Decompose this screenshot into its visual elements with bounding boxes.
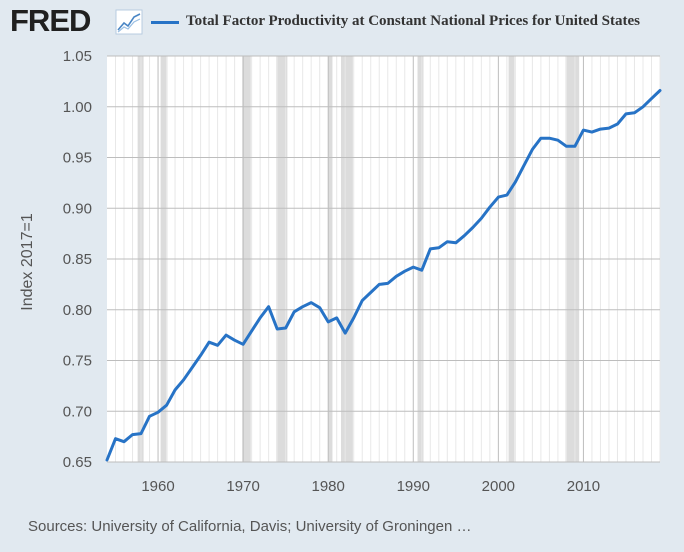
x-tick-label: 1980 bbox=[312, 478, 345, 495]
legend-swatch bbox=[151, 21, 179, 24]
x-tick-label: 1970 bbox=[226, 478, 259, 495]
y-tick-label: 0.80 bbox=[63, 302, 92, 319]
x-tick-label: 2010 bbox=[567, 478, 600, 495]
y-tick-label: 0.75 bbox=[63, 353, 92, 370]
x-axis-ticks: 1960 1970 1980 1990 2000 2010 bbox=[141, 478, 600, 495]
y-tick-label: 0.65 bbox=[63, 454, 92, 471]
y-tick-label: 1.05 bbox=[63, 48, 92, 65]
y-tick-label: 0.95 bbox=[63, 150, 92, 167]
y-tick-label: 0.90 bbox=[63, 200, 92, 217]
y-tick-label: 0.85 bbox=[63, 251, 92, 268]
chart-header: FRED Total Factor Productivity at Consta… bbox=[0, 0, 684, 44]
horizontal-gridlines bbox=[107, 55, 660, 463]
source-text: Sources: University of California, Davis… bbox=[28, 518, 472, 535]
y-axis-label: Index 2017=1 bbox=[19, 213, 36, 311]
y-axis-ticks: 0.65 0.70 0.75 0.80 0.85 0.90 0.95 1.00 1.05 bbox=[63, 48, 92, 471]
y-tick-label: 1.00 bbox=[63, 99, 92, 116]
series-line bbox=[105, 89, 662, 462]
x-tick-label: 2000 bbox=[482, 478, 515, 495]
x-tick-label: 1990 bbox=[397, 478, 430, 495]
graph-icon bbox=[115, 9, 143, 35]
line-chart: 0.65 0.70 0.75 0.80 0.85 0.90 0.95 1.00 1.05 196… bbox=[19, 48, 662, 495]
y-tick-label: 0.70 bbox=[63, 403, 92, 420]
x-tick-label: 1960 bbox=[141, 478, 174, 495]
fred-logo[interactable]: FRED bbox=[10, 3, 91, 38]
legend-series-label: Total Factor Productivity at Constant Na… bbox=[186, 13, 640, 29]
